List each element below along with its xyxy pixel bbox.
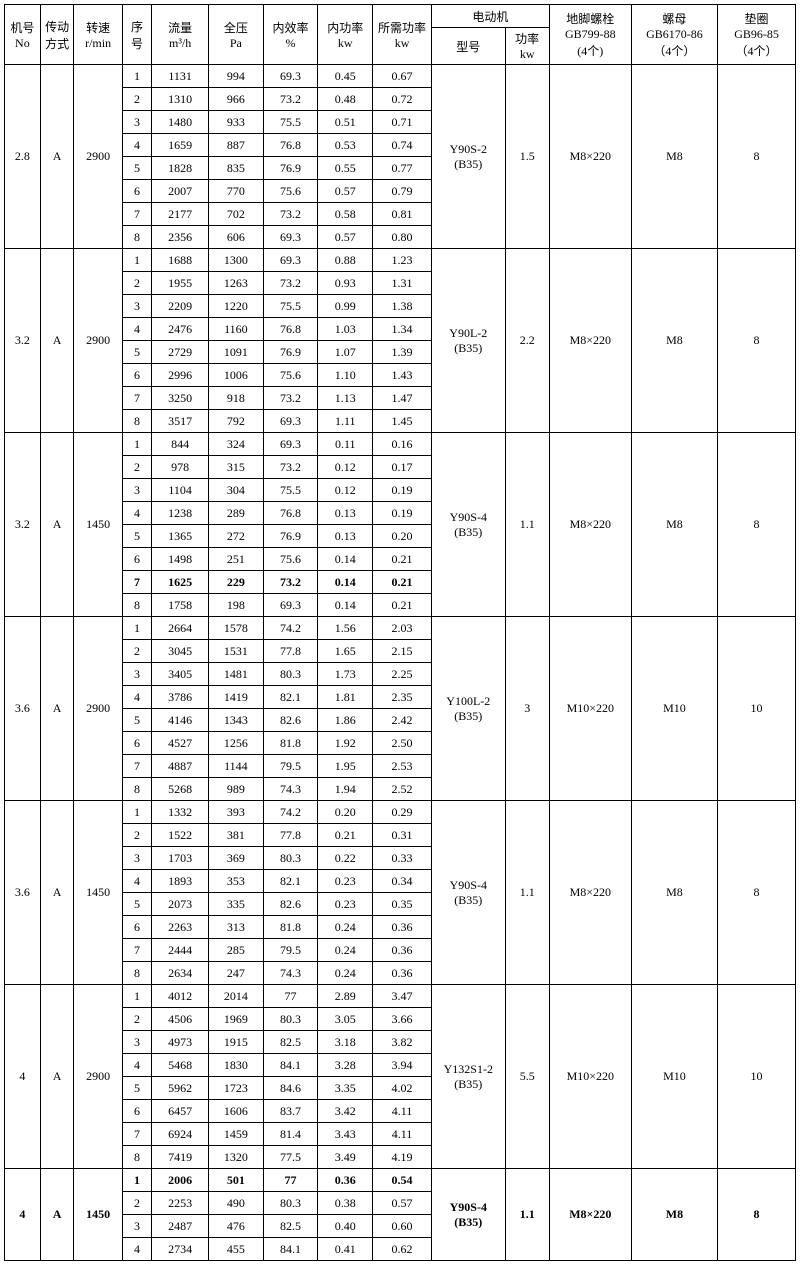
table-row: 3.6A290012664157874.21.562.03Y100L-2(B35… <box>5 617 796 640</box>
table-row: 3.2A290011688130069.30.881.23Y90L-2(B35)… <box>5 249 796 272</box>
table-row: 3.6A14501133239374.20.200.29Y90S-4(B35)1… <box>5 801 796 824</box>
table-body: 2.8A29001113199469.30.450.67Y90S-2(B35)1… <box>5 65 796 1261</box>
table-row: 3.2A1450184432469.30.110.16Y90S-4(B35)1.… <box>5 433 796 456</box>
table-row: 4A145012006501770.360.54Y90S-4(B35)1.1M8… <box>5 1169 796 1192</box>
spec-table: 机号No传动方式转速r/min序号流量m³/h全压Pa内效率%内功率kw所需功率… <box>4 4 796 1261</box>
table-header: 机号No传动方式转速r/min序号流量m³/h全压Pa内效率%内功率kw所需功率… <box>5 5 796 65</box>
table-row: 2.8A29001113199469.30.450.67Y90S-2(B35)1… <box>5 65 796 88</box>
table-row: 4A2900140122014772.893.47Y132S1-2(B35)5.… <box>5 985 796 1008</box>
